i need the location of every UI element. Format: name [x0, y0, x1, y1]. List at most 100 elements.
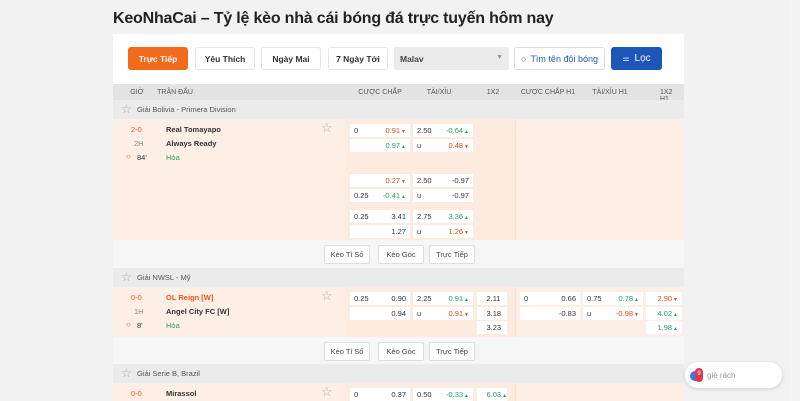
- tab-7-days[interactable]: 7 Ngày Tới: [328, 47, 388, 70]
- odds-cell-ou[interactable]: u 0.91▼: [413, 306, 473, 320]
- arrow-up-icon: ▲: [464, 297, 469, 303]
- odds-cell-hdp[interactable]: 0.27▼: [350, 174, 410, 187]
- odds-price: 0.91▼: [448, 309, 469, 318]
- odds-cell-ou[interactable]: u 0.48▼: [413, 138, 473, 152]
- favorite-star-icon[interactable]: ☆: [321, 288, 333, 303]
- correct-score-button[interactable]: Kèo Tỉ Số: [324, 245, 370, 264]
- page-title: KeoNhaCai – Tỷ lệ kèo nhà cái bóng đá tr…: [113, 10, 554, 27]
- arrow-down-icon: ▼: [464, 311, 469, 318]
- league-select[interactable]: Malav ▼: [394, 47, 509, 70]
- away-team: Always Ready: [166, 139, 217, 148]
- odds-cell-x12[interactable]: 2.11: [477, 292, 507, 305]
- odds-cell-ou[interactable]: 0.50 -0.33▲: [413, 388, 473, 401]
- odds-line: u: [417, 190, 422, 200]
- league-name: Giải Serie B, Brazil: [137, 369, 200, 378]
- odds-cell-x12[interactable]: 3.23: [477, 321, 507, 334]
- live-button[interactable]: Trực Tiếp: [429, 342, 475, 361]
- odds-cell-x12[interactable]: 6.03▲: [477, 388, 507, 401]
- corner-odds-button[interactable]: Kèo Góc: [378, 342, 424, 361]
- odds-price: -0.97: [452, 176, 469, 185]
- arrow-up-icon: ▲: [673, 326, 678, 332]
- odds-cell-ou-h1[interactable]: u -0.98▼: [583, 306, 643, 320]
- odds-price: -0.97: [452, 191, 469, 200]
- h1-divider: [515, 287, 516, 337]
- odds-cell-ou-h1[interactable]: 0.75 0.78▲: [583, 292, 643, 305]
- odds-price: 0.27▼: [385, 176, 406, 185]
- chat-badge: 9: [697, 371, 701, 377]
- odds-cell-ou[interactable]: 2.75 3.36▲: [413, 210, 473, 223]
- odds-cell-hdp[interactable]: 0.25 0.90: [350, 292, 410, 305]
- arrow-down-icon: ▼: [464, 229, 469, 236]
- star-icon[interactable]: ☆: [121, 270, 132, 284]
- correct-score-button[interactable]: Kèo Tỉ Số: [324, 342, 370, 361]
- odds-price: 0.97▲: [385, 141, 406, 150]
- odds-price: 3.36▲: [448, 212, 469, 221]
- odds-cell-ou[interactable]: 2.25 0.91▲: [413, 292, 473, 305]
- odds-price: 2.90▼: [657, 294, 678, 303]
- odds-cell-hdp[interactable]: 0.25 -0.41▲: [350, 188, 410, 202]
- odds-cell-hdp[interactable]: 1.27: [350, 224, 410, 238]
- star-icon[interactable]: ☆: [121, 102, 132, 116]
- arrow-up-icon: ▲: [401, 193, 406, 200]
- corner-odds-button[interactable]: Kèo Góc: [378, 245, 424, 264]
- odds-line: 0.25: [354, 294, 369, 303]
- odds-price: 1.26▼: [448, 227, 469, 236]
- odds-value: 1.27: [391, 226, 406, 236]
- odds-cell-ou[interactable]: u -0.97: [413, 188, 473, 202]
- chat-widget[interactable]: 9 giè rách: [685, 362, 782, 388]
- live-button[interactable]: Trực Tiếp: [429, 245, 475, 264]
- away-team: Angel City FC [W]: [166, 307, 230, 316]
- odds-cell-hdp[interactable]: 0 0.91▼: [350, 124, 410, 137]
- odds-cell-hdp-h1[interactable]: 0 0.66: [520, 292, 580, 305]
- odds-price: -0.98▼: [616, 309, 639, 318]
- odds-cell-x12-h1[interactable]: 4.02▲: [646, 306, 682, 320]
- odds-cell-ou[interactable]: 2.50 -0.64▲: [413, 124, 473, 137]
- home-team: Real Tomayapo: [166, 125, 221, 134]
- odds-cell-hdp[interactable]: 0.94: [350, 306, 410, 320]
- odds-cell-x12-h1[interactable]: 1.98▲: [646, 321, 682, 334]
- match-actions: Kèo Tỉ Số Kèo Góc Trực Tiếp: [113, 337, 684, 365]
- match-row: 0-0 1H OL Reign [W] Angel City FC [W] Hòa ○ 8'…: [113, 287, 684, 337]
- star-icon[interactable]: ☆: [121, 366, 132, 380]
- odds-cell-hdp[interactable]: 0 0.37: [350, 388, 410, 401]
- odds-cell-hdp-h1[interactable]: -0.83: [520, 306, 580, 320]
- odds-cell-hdp[interactable]: 0.97▲: [350, 138, 410, 152]
- odds-line: 0.50: [417, 390, 432, 399]
- match-row: 2-0 2H Real Tomayapo Always Ready Hòa ○ 84' ☆ 0 0…: [113, 119, 684, 240]
- favorite-star-icon[interactable]: ☆: [321, 120, 333, 135]
- arrow-up-icon: ▲: [673, 311, 678, 318]
- arrow-up-icon: ▲: [634, 297, 639, 303]
- h1-divider: [515, 119, 516, 240]
- match-period: 1H: [134, 307, 144, 316]
- chat-label: giè rách: [707, 371, 736, 380]
- h1-divider: [515, 383, 516, 401]
- search-icon: ○: [521, 53, 527, 64]
- odds-line: u: [417, 308, 422, 318]
- odds-cell-hdp[interactable]: 0.25 3.41: [350, 210, 410, 223]
- league-row: ☆ Giải Serie B, Brazil: [113, 364, 684, 383]
- filter-button[interactable]: ⚌ Lọc: [611, 47, 662, 70]
- col-1x2: 1X2: [486, 89, 500, 96]
- odds-cell-x12-h1[interactable]: 2.90▼: [646, 292, 682, 305]
- odds-cell-x12[interactable]: 3.18: [477, 306, 507, 320]
- odds-value: 1.98: [657, 323, 673, 332]
- odds-value: 1.26: [448, 226, 464, 236]
- odds-price: 4.02▲: [657, 309, 678, 318]
- odds-price: 0.94: [391, 309, 406, 318]
- odds-price: 3.41: [391, 212, 406, 221]
- tab-favorites[interactable]: Yêu Thích: [195, 47, 255, 70]
- odds-cell-ou[interactable]: 2.50 -0.97: [413, 174, 473, 187]
- favorite-star-icon[interactable]: ☆: [321, 384, 333, 399]
- team-search-button[interactable]: ○ Tìm tên đội bóng: [514, 47, 605, 70]
- score: 0-0: [131, 293, 142, 302]
- odds-line: 2.75: [417, 212, 432, 221]
- odds-cell-ou[interactable]: u 1.26▼: [413, 224, 473, 238]
- odds-value: 2.90: [657, 294, 673, 303]
- chevron-down-icon: ▼: [496, 54, 503, 61]
- scrollbar[interactable]: [790, 0, 800, 401]
- tab-tomorrow[interactable]: Ngày Mai: [261, 47, 321, 70]
- tab-live[interactable]: Trực Tiếp: [128, 47, 188, 70]
- odds-value: 0.90: [391, 294, 406, 303]
- odds-value: -0.33: [445, 390, 464, 399]
- filter-label: Lọc: [634, 53, 651, 64]
